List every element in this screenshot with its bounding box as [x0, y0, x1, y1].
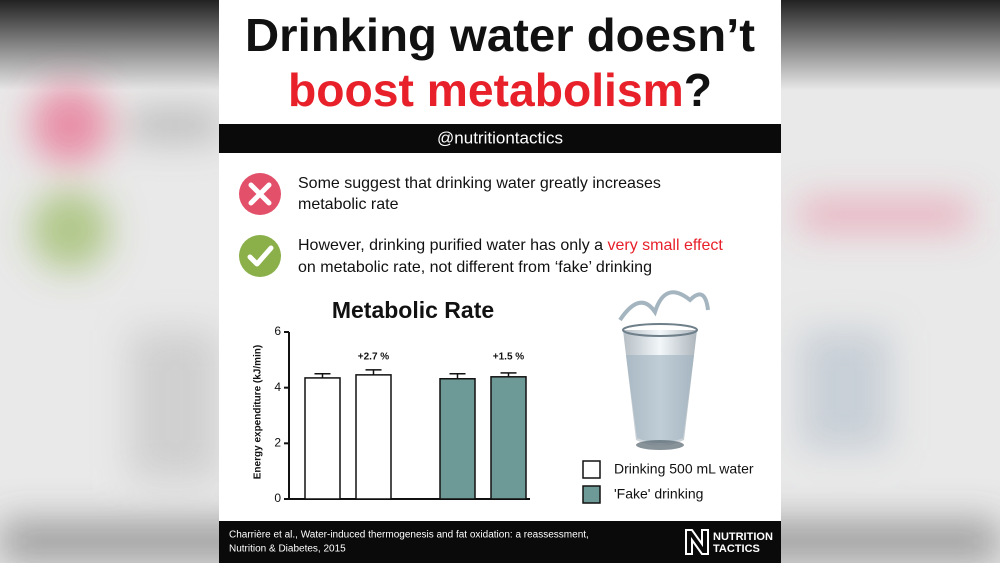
handle: @nutritiontactics	[437, 128, 563, 147]
logo-text: NUTRITION	[713, 531, 773, 543]
y-tick-label: 2	[274, 436, 281, 450]
bullet-text: However, drinking purified water has onl…	[298, 237, 723, 254]
check-icon-mark	[247, 245, 274, 267]
bullet-text: Some suggest that drinking water greatly…	[298, 175, 661, 192]
bullet-text: metabolic rate	[298, 196, 399, 213]
chart-title: Metabolic Rate	[332, 297, 494, 323]
legend-label: Drinking 500 mL water	[614, 461, 754, 477]
bar	[490, 376, 527, 500]
legend-swatch	[582, 485, 601, 504]
error-bar	[449, 373, 466, 379]
error-bar	[365, 369, 382, 375]
handle-bar	[219, 124, 781, 153]
y-tick-label: 0	[274, 491, 281, 505]
y-tick-label: 6	[274, 324, 281, 338]
title: boost metabolism?	[288, 64, 712, 116]
logo-text: TACTICS	[713, 543, 760, 555]
bar-annotation: +2.7 %	[358, 352, 390, 363]
cross-icon-mark	[248, 182, 272, 206]
legend-swatch	[582, 460, 601, 479]
bar	[439, 378, 476, 500]
bar	[304, 377, 341, 500]
citation: Charrière et al., Water-induced thermoge…	[229, 530, 589, 541]
water-glass-illustration	[618, 290, 710, 450]
y-axis-label: Energy expenditure (kJ/min)	[253, 345, 264, 479]
bar-annotation: +1.5 %	[493, 352, 525, 363]
bar	[355, 374, 392, 500]
title-end: ?	[684, 64, 712, 116]
chart: 0 2 4 6 +2.7 % Drinking 500 mL water +1.5 % 'Fa…	[274, 324, 754, 505]
title: Drinking water doesn’t	[245, 9, 755, 61]
legend-label: 'Fake' drinking	[614, 486, 703, 502]
check-icon	[239, 235, 281, 277]
bullet-highlight: very small effect	[608, 237, 724, 254]
logo-icon	[685, 529, 709, 555]
footer-bar	[219, 521, 781, 563]
bullet-text: on metabolic rate, not different from ‘f…	[298, 259, 652, 276]
y-tick-label: 4	[274, 380, 281, 394]
citation: Nutrition & Diabetes, 2015	[229, 544, 346, 555]
title-red: boost metabolism	[288, 64, 684, 116]
bullet-text-part: However, drinking purified water has onl…	[298, 237, 608, 254]
